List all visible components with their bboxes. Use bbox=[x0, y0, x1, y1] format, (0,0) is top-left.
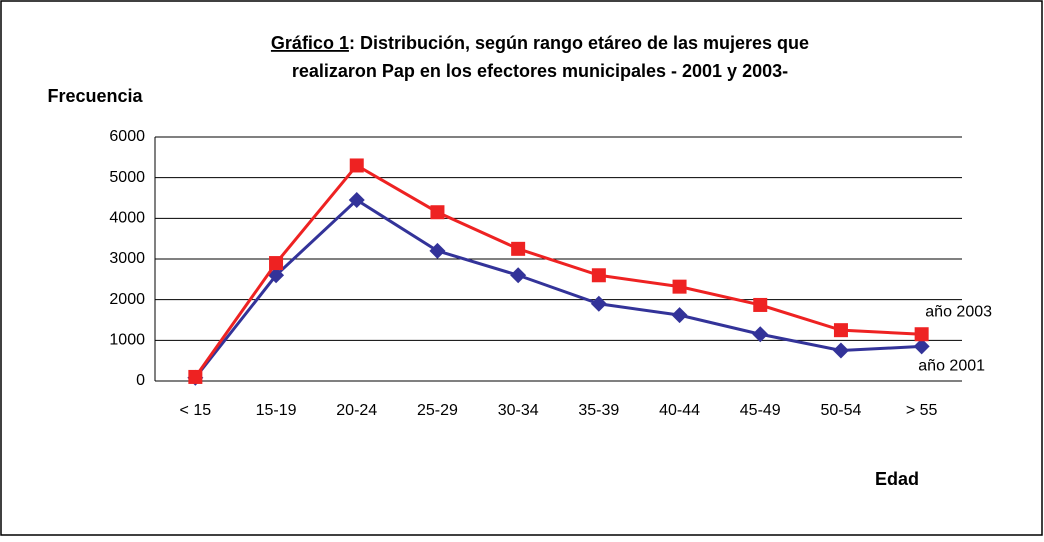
title-prefix: Gráfico 1 bbox=[271, 33, 349, 53]
x-tick-label: > 55 bbox=[906, 402, 938, 419]
marker bbox=[591, 268, 606, 283]
marker bbox=[269, 256, 284, 271]
y-tick-label: 5000 bbox=[109, 169, 145, 186]
marker bbox=[913, 338, 930, 355]
series-label: año 2001 bbox=[918, 358, 985, 375]
y-tick-label: 4000 bbox=[109, 210, 145, 227]
x-tick-label: 20-24 bbox=[336, 402, 377, 419]
x-tick-label: 30-34 bbox=[498, 402, 539, 419]
marker bbox=[590, 295, 607, 312]
marker bbox=[188, 369, 203, 384]
marker bbox=[511, 241, 526, 256]
series-line bbox=[194, 198, 922, 379]
marker bbox=[832, 342, 849, 359]
x-tick-label: 40-44 bbox=[659, 402, 700, 419]
marker bbox=[753, 297, 768, 312]
x-tick-label: 25-29 bbox=[417, 402, 458, 419]
marker bbox=[348, 192, 365, 209]
marker bbox=[349, 158, 364, 173]
y-tick-label: 6000 bbox=[109, 128, 145, 145]
x-tick-label: 15-19 bbox=[256, 402, 297, 419]
y-tick-label: 1000 bbox=[109, 332, 145, 349]
marker bbox=[671, 307, 688, 324]
title-line: : Distribución, según rango etáreo de la… bbox=[349, 33, 809, 53]
y-tick-label: 0 bbox=[136, 372, 145, 389]
series-label: año 2003 bbox=[925, 303, 992, 320]
y-tick-label: 3000 bbox=[109, 250, 145, 267]
x-axis-label: Edad bbox=[875, 469, 919, 489]
marker bbox=[429, 242, 446, 259]
marker bbox=[833, 323, 848, 338]
marker bbox=[430, 205, 445, 220]
chart-title: realizaron Pap en los efectores municipa… bbox=[292, 61, 788, 81]
series-line bbox=[194, 163, 922, 378]
x-tick-label: < 15 bbox=[180, 402, 212, 419]
chart-title: Gráfico 1: Distribución, según rango etá… bbox=[271, 33, 809, 53]
y-axis-label: Frecuencia bbox=[47, 86, 143, 106]
marker bbox=[672, 279, 687, 294]
marker bbox=[752, 326, 769, 343]
x-tick-label: 50-54 bbox=[820, 402, 861, 419]
x-tick-label: 35-39 bbox=[578, 402, 619, 419]
y-tick-label: 2000 bbox=[109, 291, 145, 308]
marker bbox=[510, 267, 527, 284]
x-tick-label: 45-49 bbox=[740, 402, 781, 419]
marker bbox=[914, 327, 929, 342]
